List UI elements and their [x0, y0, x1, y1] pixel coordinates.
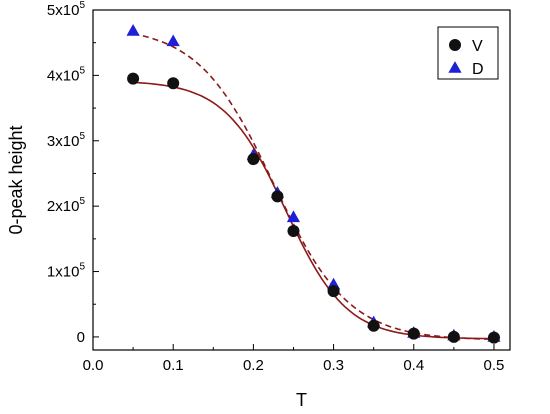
x-axis-ticks: 0.0 0.1 0.2 0.3 0.4 0.5 [83, 344, 505, 374]
y-tick-label: 0 [77, 329, 85, 346]
data-point-V [407, 327, 420, 340]
data-point-V [167, 77, 180, 90]
legend-marker-D [448, 61, 462, 73]
data-point-D [166, 34, 180, 47]
data-point-V [487, 331, 500, 344]
data-markers [126, 24, 501, 344]
data-point-V [367, 319, 380, 332]
fit-curves [132, 32, 495, 341]
legend: VD [437, 26, 499, 80]
y-tick-label: 4x105 [47, 65, 86, 84]
y-axis-title: 0-peak height [6, 125, 26, 234]
y-tick-label: 5x105 [47, 0, 86, 19]
legend-label-V: V [472, 38, 483, 55]
y-axis-ticks: 0 1x105 2x105 3x105 4x105 5x105 [47, 0, 99, 346]
x-tick-label: 0.5 [484, 357, 505, 374]
x-tick-label: 0.0 [83, 357, 104, 374]
x-tick-label: 0.2 [243, 357, 264, 374]
x-tick-label: 0.4 [403, 357, 424, 374]
data-point-D [286, 210, 301, 223]
fit-curve-V [133, 81, 494, 340]
y-tick-label: 2x105 [47, 196, 86, 215]
data-point-D [126, 24, 140, 36]
data-point-V [247, 153, 260, 166]
data-point-V [271, 190, 284, 203]
x-axis-title: T [296, 390, 307, 410]
x-tick-label: 0.1 [163, 357, 184, 374]
data-point-V [127, 72, 140, 85]
data-point-V [287, 225, 300, 237]
legend-label-D: D [472, 61, 484, 78]
y-tick-label: 3x105 [47, 131, 86, 150]
legend-marker-V [449, 39, 461, 51]
x-tick-label: 0.3 [323, 357, 344, 374]
y-tick-label: 1x105 [47, 262, 86, 281]
data-point-V [447, 330, 460, 343]
legend-box [437, 26, 499, 80]
plot-frame [92, 9, 511, 351]
data-point-V [327, 285, 340, 298]
fit-curve-D [132, 32, 495, 341]
